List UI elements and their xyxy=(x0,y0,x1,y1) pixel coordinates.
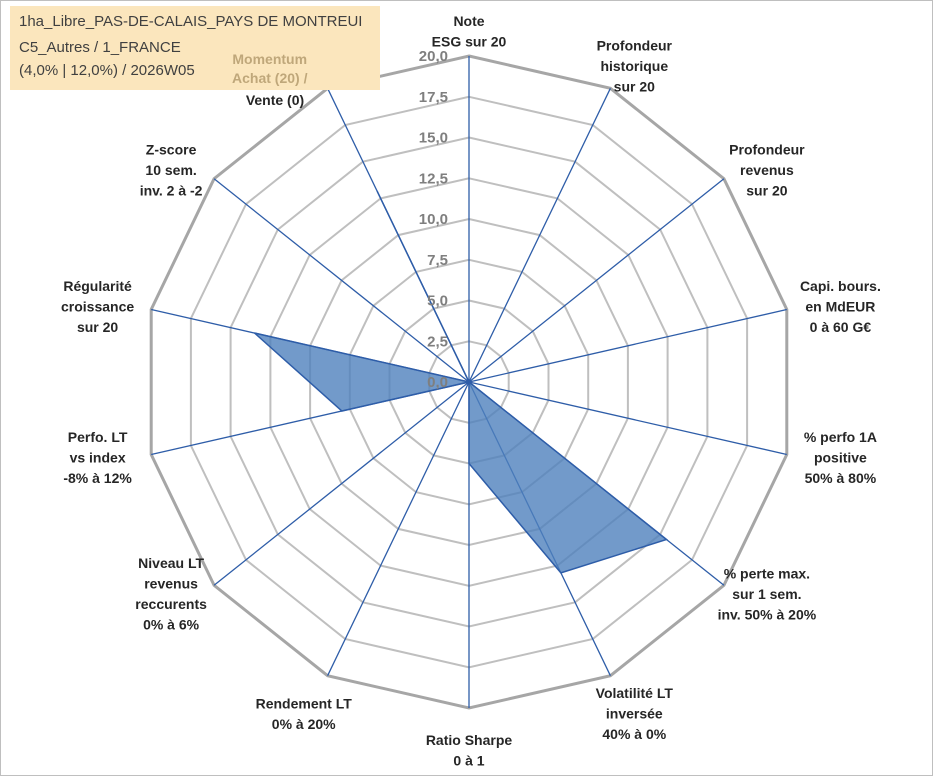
axis-label-1: Profondeur xyxy=(597,37,673,53)
axis-label-6: 40% à 0% xyxy=(602,726,666,742)
axis-label-4: % perfo 1A xyxy=(804,429,877,445)
radar-tick-labels: 0,0 2,5 5,0 7,5 10,0 12,5 15,0 17,5 20,0 xyxy=(419,48,448,391)
info-box: 1ha_Libre_PAS-DE-CALAIS_PAYS DE MONTREUI… xyxy=(10,6,380,90)
info-range-week: (4,0% | 12,0%) / 2026W05 xyxy=(19,62,195,79)
axis-label-3: 0 à 60 G€ xyxy=(810,319,872,335)
axis-label-5: % perte max. xyxy=(724,566,810,582)
tick-label: 7,5 xyxy=(427,252,448,269)
axis-label-12: inv. 2 à -2 xyxy=(140,183,203,199)
tick-label: 15,0 xyxy=(419,130,448,147)
spoke-1 xyxy=(468,88,611,383)
info-title: 1ha_Libre_PAS-DE-CALAIS_PAYS DE MONTREUI xyxy=(19,13,363,30)
spoke-3 xyxy=(468,308,787,383)
axis-label-2: revenus xyxy=(740,162,794,178)
axis-label-8: 0% à 20% xyxy=(272,716,336,732)
radar-series xyxy=(254,190,669,574)
axis-label-6: inversée xyxy=(606,706,663,722)
tick-label: 0,0 xyxy=(427,374,448,391)
axis-label-4: 50% à 80% xyxy=(805,470,877,486)
axis-label-7: Ratio Sharpe xyxy=(426,732,513,748)
tick-label: 20,0 xyxy=(419,48,448,65)
axis-label-3: Capi. bours. xyxy=(800,278,881,294)
axis-label-7: 0 à 1 xyxy=(453,752,484,768)
axis-label-9: 0% à 6% xyxy=(143,617,200,633)
tick-label: 12,5 xyxy=(419,170,448,187)
axis-label-6: Volatilité LT xyxy=(596,685,674,701)
axis-label-11: sur 20 xyxy=(77,319,118,335)
spoke-8 xyxy=(327,381,470,676)
axis-label-11: Régularité xyxy=(63,278,132,294)
axis-label-4: positive xyxy=(814,450,867,466)
tick-label: 17,5 xyxy=(419,89,448,106)
radar-axis-labels: Note ESG sur 20 Profondeur historique sur 20… xyxy=(61,13,881,768)
series-area-0 xyxy=(254,190,669,574)
tick-label: 10,0 xyxy=(419,211,448,228)
axis-label-0: ESG sur 20 xyxy=(432,33,507,49)
axis-label-10: vs index xyxy=(70,450,126,466)
axis-label-2: Profondeur xyxy=(729,142,805,158)
axis-label-11: croissance xyxy=(61,298,134,314)
axis-label-1: historique xyxy=(600,58,668,74)
legend-entry: Momentum Achat (20) / xyxy=(232,50,307,88)
axis-label-12: Z-score xyxy=(146,142,197,158)
tick-label: 5,0 xyxy=(427,293,448,310)
axis-label-0: Note xyxy=(453,13,484,29)
spoke-12 xyxy=(213,178,470,383)
axis-label-2: sur 20 xyxy=(746,183,787,199)
axis-label-1: sur 20 xyxy=(614,78,655,94)
legend-line-1: Momentum xyxy=(232,51,308,67)
axis-label-5: inv. 50% à 20% xyxy=(718,607,817,623)
axis-label-3: en MdEUR xyxy=(805,298,875,314)
axis-label-9: revenus xyxy=(144,576,198,592)
axis-label-10: Perfo. LT xyxy=(68,429,128,445)
spoke-4 xyxy=(468,381,787,456)
axis-label-9: reccurents xyxy=(135,596,207,612)
axis-label-8: Rendement LT xyxy=(256,695,353,711)
spoke-9 xyxy=(213,381,470,586)
axis-label-9: Niveau LT xyxy=(138,555,204,571)
axis-label-5: sur 1 sem. xyxy=(732,586,801,602)
axis-label-13: Vente (0) xyxy=(246,92,304,108)
spoke-2 xyxy=(468,178,725,383)
info-category: C5_Autres / 1_FRANCE xyxy=(19,39,181,56)
tick-label: 2,5 xyxy=(427,333,448,350)
legend-line-2: Achat (20) / xyxy=(232,70,308,86)
axis-label-10: -8% à 12% xyxy=(63,470,132,486)
axis-label-12: 10 sem. xyxy=(145,162,196,178)
